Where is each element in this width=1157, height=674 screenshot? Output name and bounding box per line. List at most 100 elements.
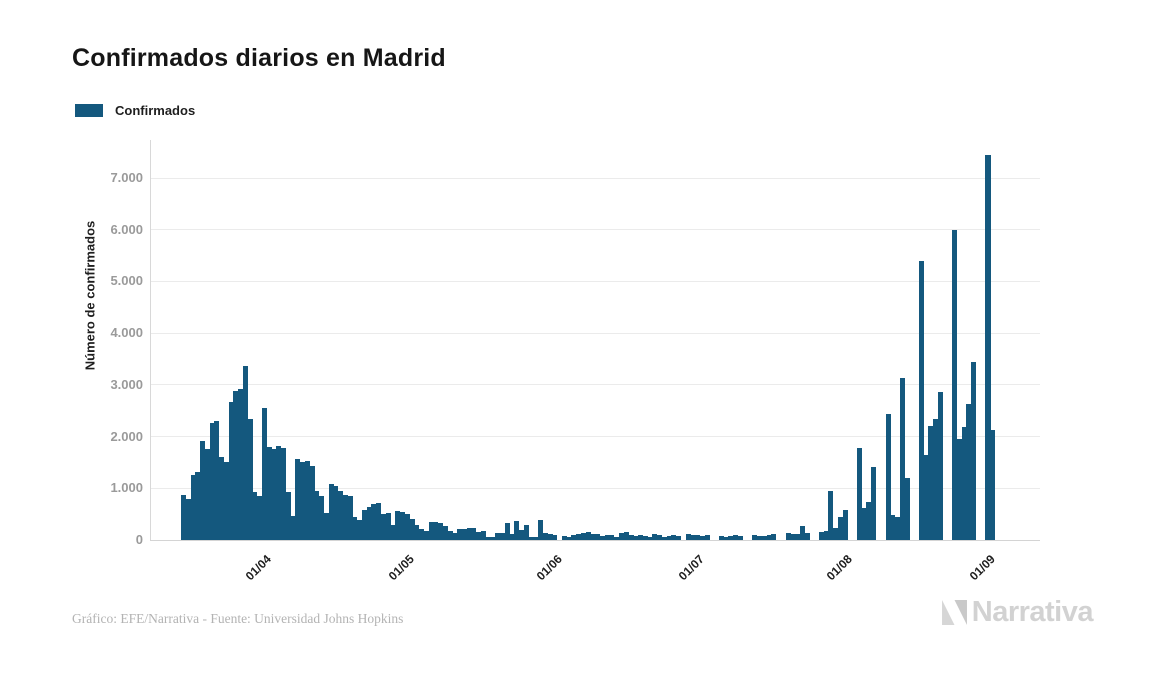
bar[interactable] [547, 534, 553, 540]
bar[interactable] [599, 535, 605, 540]
bar[interactable] [766, 534, 772, 540]
bar[interactable] [590, 533, 596, 540]
bar[interactable] [895, 516, 901, 540]
bar[interactable] [761, 536, 767, 540]
bar[interactable] [990, 430, 996, 540]
bar[interactable] [276, 445, 282, 540]
bar[interactable] [419, 529, 425, 540]
bar[interactable] [371, 504, 377, 540]
bar[interactable] [595, 534, 601, 540]
bar[interactable] [195, 472, 201, 540]
bar[interactable] [509, 534, 515, 540]
bar[interactable] [376, 503, 382, 540]
bar[interactable] [438, 523, 444, 540]
bar[interactable] [642, 536, 648, 540]
bar[interactable] [918, 261, 924, 540]
bar[interactable] [657, 535, 663, 540]
bar[interactable] [985, 154, 991, 540]
bar[interactable] [618, 533, 624, 540]
bar[interactable] [323, 512, 329, 540]
bar[interactable] [771, 534, 777, 540]
bar[interactable] [861, 508, 867, 540]
bar[interactable] [214, 421, 220, 540]
bar[interactable] [666, 535, 672, 540]
bar[interactable] [785, 533, 791, 540]
bar[interactable] [628, 534, 634, 540]
bar[interactable] [219, 457, 225, 540]
bar[interactable] [842, 510, 848, 540]
bar[interactable] [423, 531, 429, 540]
bar[interactable] [956, 439, 962, 540]
bar[interactable] [533, 536, 539, 540]
bar[interactable] [300, 462, 306, 540]
bar[interactable] [576, 534, 582, 540]
bar[interactable] [685, 533, 691, 540]
bar[interactable] [499, 533, 505, 540]
bar[interactable] [280, 448, 286, 540]
bar[interactable] [795, 533, 801, 540]
bar[interactable] [614, 536, 620, 540]
bar[interactable] [561, 536, 567, 540]
bar[interactable] [671, 534, 677, 540]
bar[interactable] [866, 501, 872, 540]
bar[interactable] [804, 532, 810, 540]
bar[interactable] [228, 402, 234, 540]
bar[interactable] [209, 422, 215, 540]
bar[interactable] [885, 414, 891, 540]
bar[interactable] [580, 532, 586, 540]
bar[interactable] [238, 389, 244, 540]
bar[interactable] [223, 462, 229, 540]
bar[interactable] [380, 514, 386, 540]
bar[interactable] [200, 441, 206, 540]
bar[interactable] [447, 531, 453, 540]
bar[interactable] [837, 516, 843, 540]
bar[interactable] [928, 425, 934, 540]
bar[interactable] [485, 536, 491, 540]
bar[interactable] [538, 519, 544, 540]
bar[interactable] [871, 466, 877, 540]
bar[interactable] [233, 390, 239, 540]
bar[interactable] [647, 537, 653, 540]
bar[interactable] [633, 535, 639, 540]
bar[interactable] [676, 536, 682, 540]
bar[interactable] [390, 524, 396, 540]
bar[interactable] [585, 531, 591, 540]
bar[interactable] [518, 529, 525, 540]
bar[interactable] [442, 525, 448, 540]
bar[interactable] [695, 535, 701, 540]
bar[interactable] [314, 490, 320, 540]
bar[interactable] [490, 536, 496, 540]
bar[interactable] [319, 496, 325, 540]
bar[interactable] [476, 532, 482, 540]
bar[interactable] [828, 490, 834, 540]
bar[interactable] [266, 447, 272, 540]
bar[interactable] [833, 528, 839, 540]
bar[interactable] [542, 532, 548, 540]
bar[interactable] [247, 419, 253, 540]
bar[interactable] [433, 522, 439, 540]
bar[interactable] [333, 485, 339, 540]
bar[interactable] [181, 494, 187, 540]
bar[interactable] [404, 514, 410, 540]
bar[interactable] [652, 534, 658, 540]
bar[interactable] [790, 534, 796, 540]
bar[interactable] [342, 494, 348, 540]
bar[interactable] [385, 512, 391, 540]
bar[interactable] [623, 532, 629, 540]
bar[interactable] [471, 527, 477, 540]
bar[interactable] [328, 484, 334, 540]
bar[interactable] [637, 535, 644, 540]
bar[interactable] [204, 449, 210, 540]
bar[interactable] [923, 454, 929, 540]
bar[interactable] [461, 528, 467, 540]
bar[interactable] [399, 512, 406, 540]
bar[interactable] [257, 496, 263, 540]
bar[interactable] [571, 535, 577, 540]
bar[interactable] [899, 378, 905, 540]
bar[interactable] [409, 519, 415, 540]
bar[interactable] [309, 466, 315, 540]
bar[interactable] [823, 530, 829, 540]
bar[interactable] [961, 426, 967, 540]
bar[interactable] [661, 536, 667, 540]
bar[interactable] [295, 459, 301, 540]
